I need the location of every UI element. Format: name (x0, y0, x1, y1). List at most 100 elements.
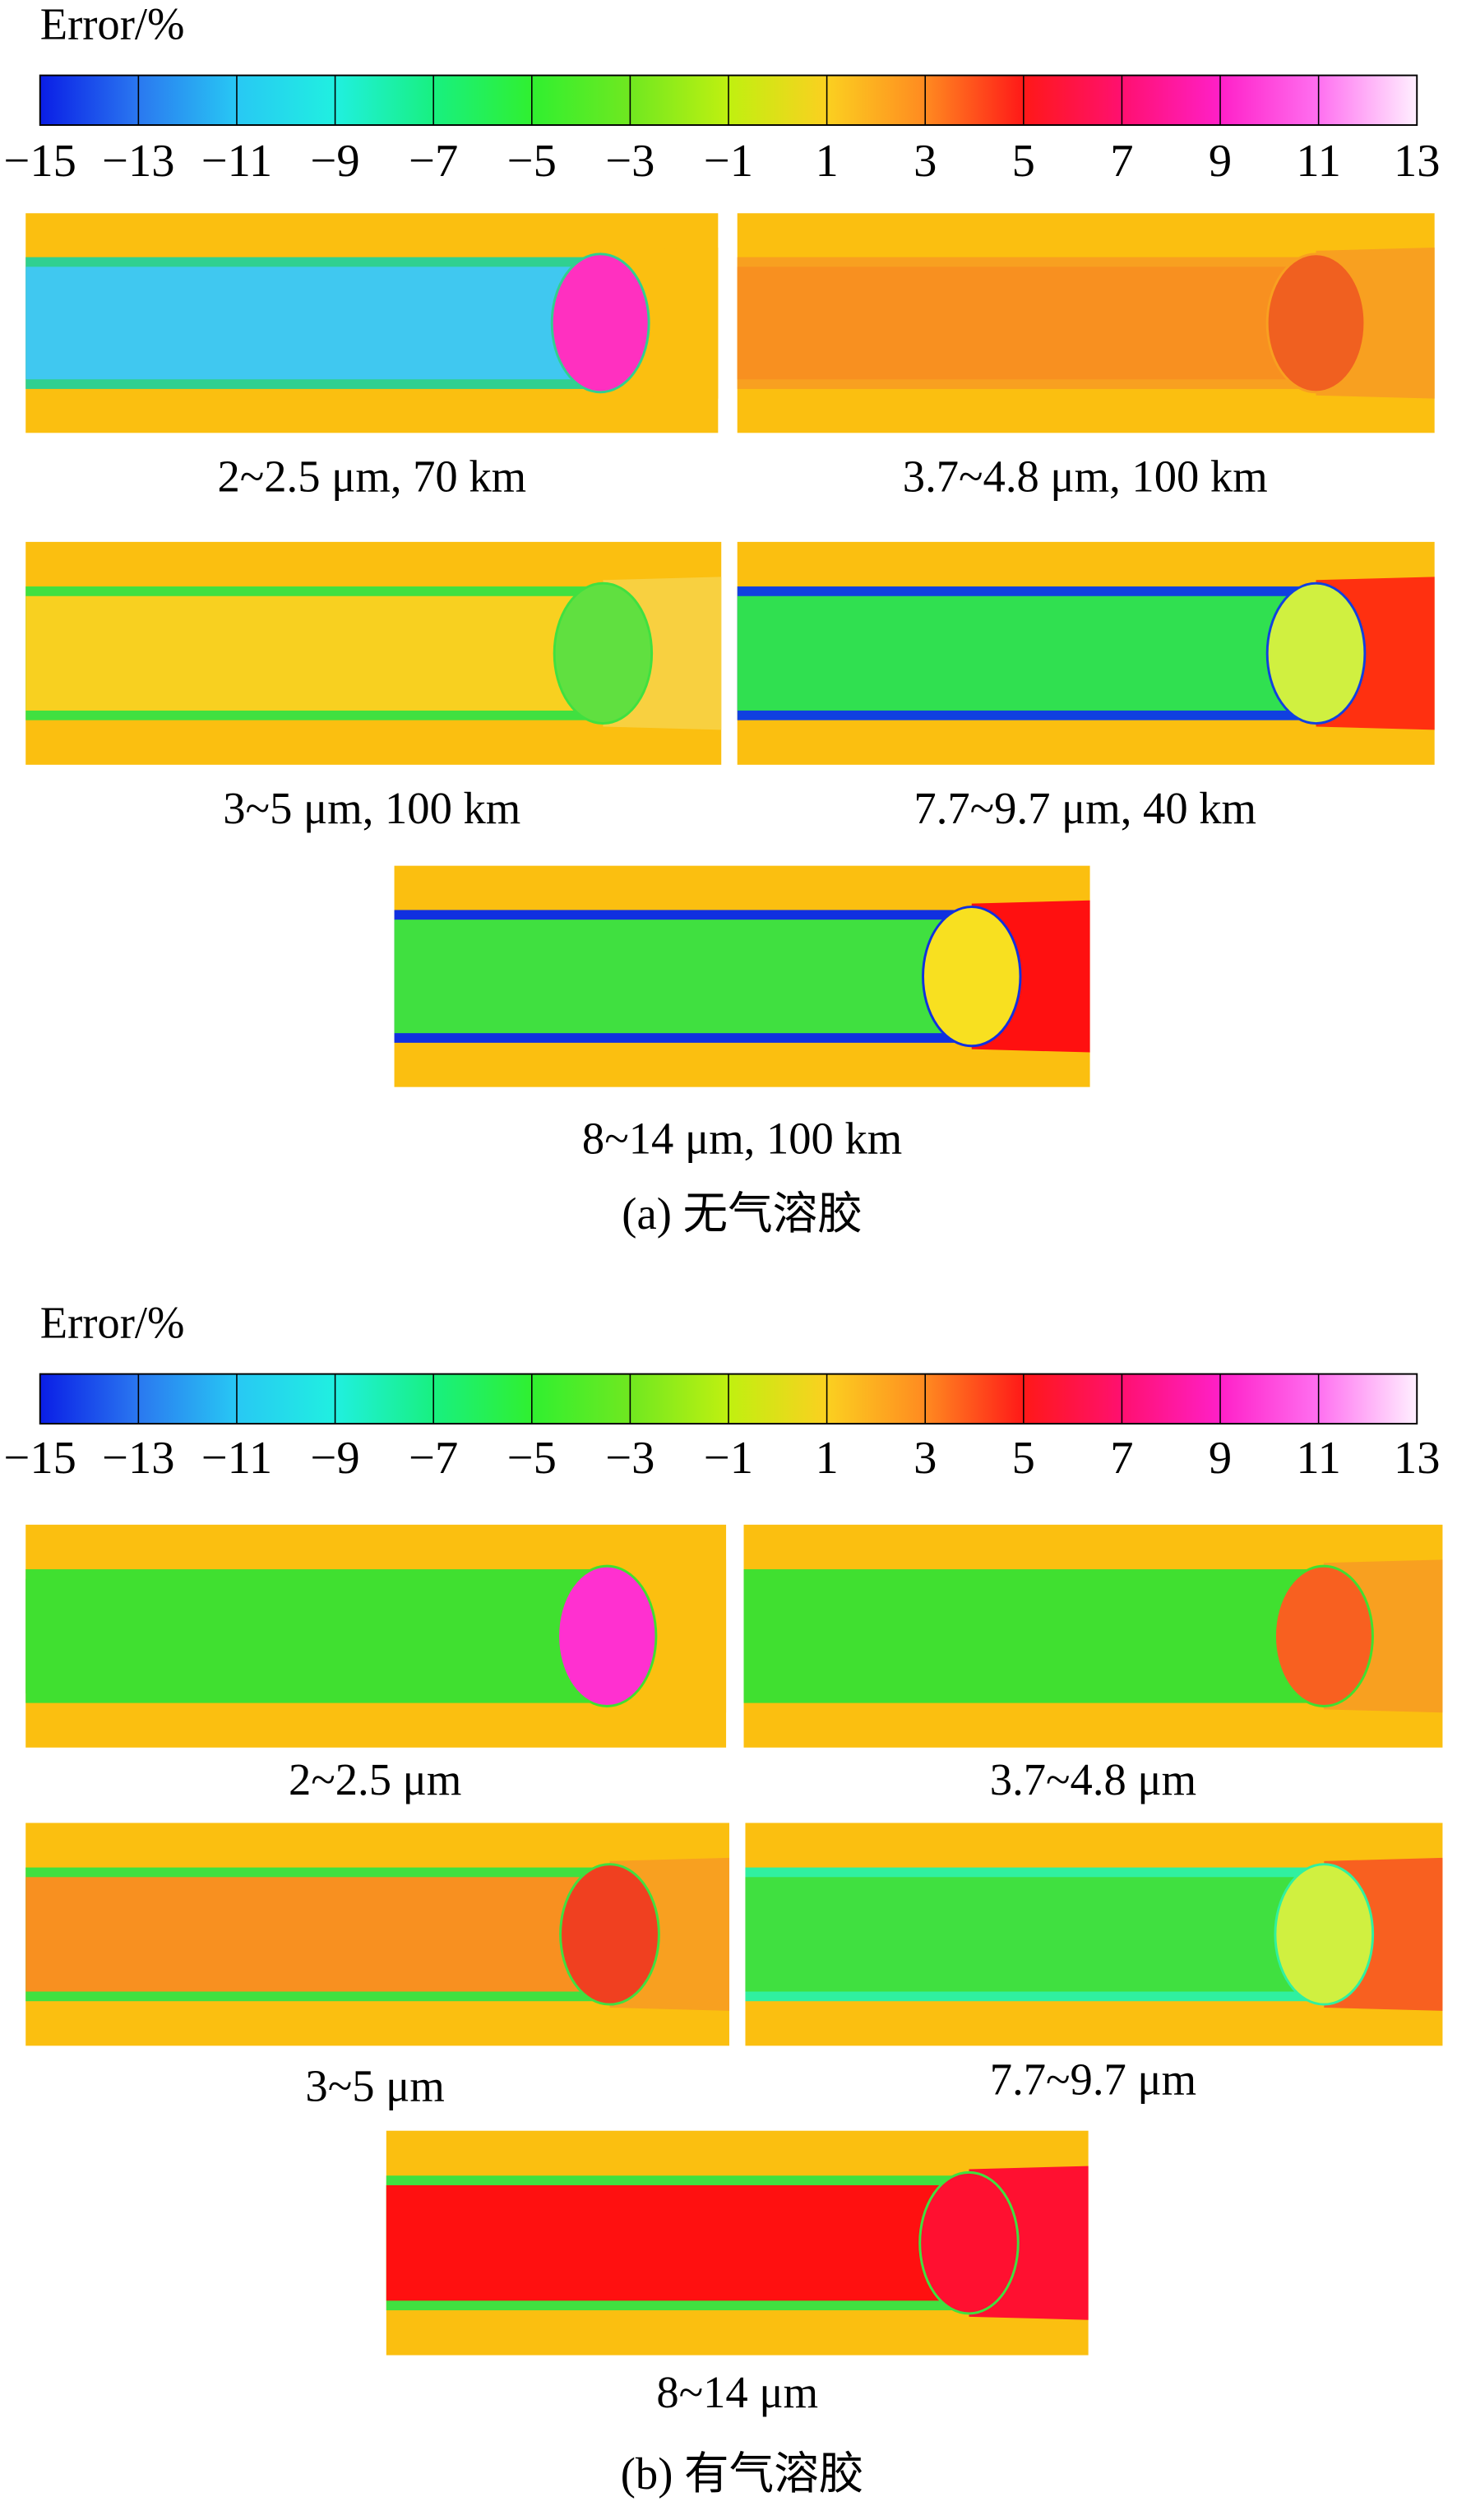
colorbar-segment (630, 75, 729, 126)
colorbar-segment (1122, 1373, 1221, 1424)
colorbar-title: Error/% (40, 1298, 185, 1348)
panel-tube-core (737, 595, 1316, 711)
colorbar-segment (1122, 75, 1221, 126)
colorbar-tick-label: −5 (507, 136, 557, 187)
colorbar-segment (630, 1373, 729, 1424)
panel-cap (1274, 1863, 1375, 2006)
panel-label: 2~2.5 μm (289, 1754, 461, 1804)
panel-cap (1265, 252, 1367, 394)
panel-label: 7.7~9.7 μm, 40 km (914, 783, 1256, 833)
colorbar-segment (925, 75, 1025, 126)
colorbar-segment (39, 1373, 139, 1424)
panel-label: 3.7~4.8 μm (990, 1754, 1196, 1804)
colorbar-tick-label: 11 (1296, 1433, 1340, 1484)
colorbar-tick-label: −13 (102, 136, 174, 187)
panel-label: 3.7~4.8 μm, 100 km (903, 451, 1268, 501)
colorbar-segment (1318, 75, 1418, 126)
colorbar-segment (433, 75, 533, 126)
colorbar-segment (433, 1373, 533, 1424)
panel-cap (553, 581, 654, 725)
panel-cap (1265, 581, 1367, 725)
figure-caption: (a) 无气溶胶 (622, 1188, 863, 1239)
colorbar-segment (728, 75, 828, 126)
colorbar-segment (1220, 75, 1320, 126)
colorbar-segment (531, 75, 631, 126)
panel-label: 3~5 μm, 100 km (223, 783, 520, 833)
panel-tube-core (743, 1578, 1324, 1693)
panel (25, 1823, 729, 2046)
colorbar-segment (138, 1373, 238, 1424)
colorbar-tick-label: −3 (605, 136, 654, 187)
panel (394, 865, 1090, 1087)
colorbar-segment (138, 75, 238, 126)
panel (386, 2130, 1089, 2356)
colorbar-tick-label: −1 (704, 1433, 753, 1484)
colorbar-tick-label: −9 (311, 136, 360, 187)
colorbar-tick-label: −5 (507, 1433, 557, 1484)
colorbar-segment (236, 75, 336, 126)
colorbar-segment (39, 75, 139, 126)
colorbar-segment (335, 1373, 434, 1424)
colorbar-tick-label: −11 (201, 1433, 272, 1484)
colorbar-tick-label: −3 (605, 1433, 654, 1484)
panel (25, 1524, 727, 1748)
colorbar-tick-label: −13 (102, 1433, 174, 1484)
colorbar-tick-label: −1 (704, 136, 753, 187)
panel-label: 8~14 μm, 100 km (582, 1113, 902, 1163)
colorbar-segment (236, 1373, 336, 1424)
panel (25, 541, 722, 765)
colorbar-frame (39, 1373, 1418, 1425)
colorbar-tick-label: −15 (4, 136, 76, 187)
colorbar-tick-label: 3 (914, 136, 937, 187)
panel (737, 213, 1435, 433)
colorbar-segment (1318, 1373, 1418, 1424)
panel-label: 2~2.5 μm, 70 km (217, 451, 526, 501)
colorbar-tick-label: 11 (1296, 136, 1340, 187)
panel-tube-core (25, 1877, 610, 1992)
colorbar-tick-label: 1 (815, 136, 838, 187)
colorbar-segment (1220, 1373, 1320, 1424)
colorbar-tick-label: 7 (1110, 1433, 1133, 1484)
panel-cap (918, 2170, 1020, 2315)
colorbar-tick-label: −15 (4, 1433, 76, 1484)
panel (25, 213, 719, 433)
figure-caption: (b) 有气溶胶 (621, 2448, 864, 2499)
colorbar-tick-label: −7 (409, 1433, 458, 1484)
colorbar-tick-label: −11 (201, 136, 272, 187)
panel-tube-core (394, 920, 972, 1034)
colorbar-tick-label: 5 (1012, 1433, 1035, 1484)
colorbar-tick-label: 9 (1209, 1433, 1232, 1484)
panel-tube-core (25, 595, 604, 711)
colorbar-tick-label: 1 (815, 1433, 838, 1484)
panel-cap (559, 1863, 660, 2006)
colorbar-tick-label: 13 (1394, 136, 1441, 187)
colorbar-tick-label: −9 (311, 1433, 360, 1484)
colorbar-segment (925, 1373, 1025, 1424)
colorbar-tick-label: 13 (1394, 1433, 1441, 1484)
colorbar-segment (1023, 75, 1123, 126)
colorbar-segment (335, 75, 434, 126)
panel-label: 8~14 μm (656, 2367, 818, 2417)
panel-cap (557, 1564, 658, 1707)
colorbar-tick-label: 5 (1012, 136, 1035, 187)
colorbar-tick-label: 3 (914, 1433, 937, 1484)
panel-tube-core (386, 2184, 969, 2301)
panel-label: 3~5 μm (305, 2060, 444, 2110)
panel-cap (1273, 1564, 1374, 1707)
colorbar-tick-label: −7 (409, 136, 458, 187)
colorbar-segment (531, 1373, 631, 1424)
panel-tube-core (25, 266, 601, 380)
panel-cap (550, 252, 650, 394)
colorbar-tick-label: 7 (1110, 136, 1133, 187)
colorbar-tick-label: 9 (1209, 136, 1232, 187)
panel (737, 541, 1435, 765)
colorbar-frame (39, 74, 1418, 127)
colorbar-segment (1023, 1373, 1123, 1424)
panel (743, 1524, 1443, 1748)
colorbar-title: Error/% (40, 0, 185, 49)
colorbar-segment (826, 1373, 926, 1424)
colorbar-segment (728, 1373, 828, 1424)
panel-tube-core (745, 1877, 1325, 1992)
